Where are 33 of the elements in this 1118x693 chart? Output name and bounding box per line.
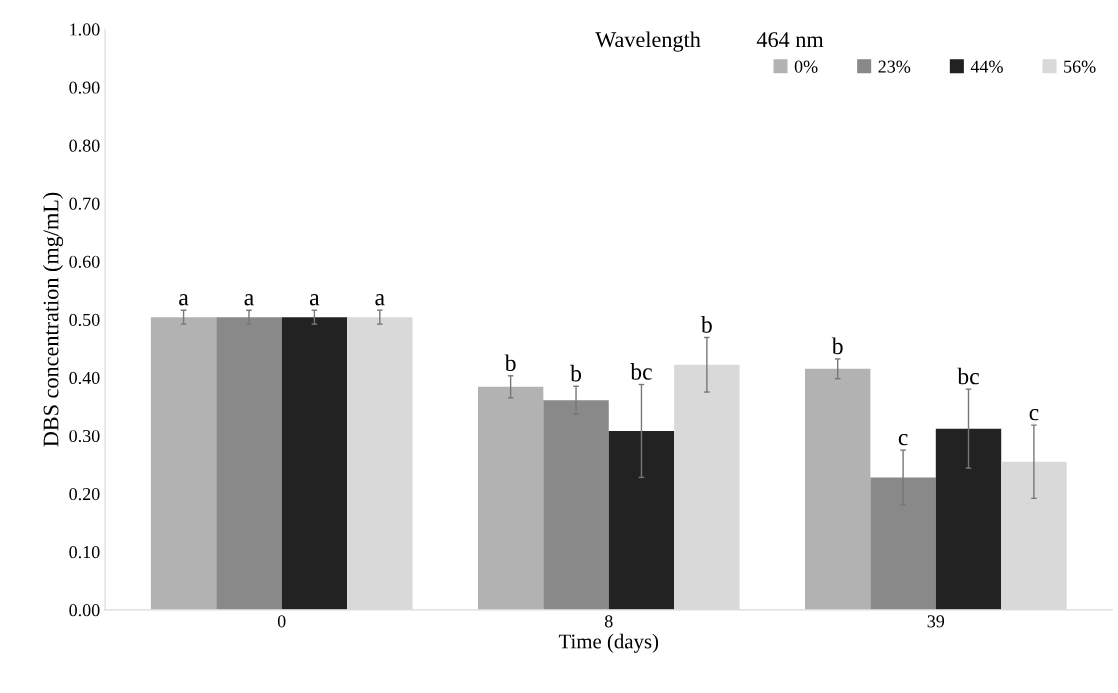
y-tick-label: 0.00 xyxy=(69,604,100,617)
y-tick-label: 0.80 xyxy=(69,139,100,152)
legend-label: 56% xyxy=(1064,60,1096,73)
y-tick-label: 0.90 xyxy=(69,81,100,94)
y-tick-label: 0.70 xyxy=(69,197,100,210)
x-axis-title: Time (days) xyxy=(558,633,659,653)
y-tick-label: 0.10 xyxy=(69,546,100,559)
legend-label: 0% xyxy=(794,60,818,73)
x-tick-label: 0 xyxy=(277,615,286,628)
data-label: bc xyxy=(957,367,979,385)
x-tick-label: 8 xyxy=(604,615,613,628)
y-axis-title: DBS concentration (mg/mL) xyxy=(42,192,64,447)
y-tick-label: 0.50 xyxy=(69,313,100,326)
chart-title: Wavelength 464 nm xyxy=(595,31,824,52)
legend-label: 44% xyxy=(970,60,1003,73)
data-label: bc xyxy=(630,363,652,380)
data-label: a xyxy=(179,294,189,306)
data-label: a xyxy=(244,294,254,306)
y-tick-label: 0.60 xyxy=(69,255,100,268)
data-label: b xyxy=(831,337,843,355)
legend-label: 23% xyxy=(878,60,911,73)
x-tick-label: 39 xyxy=(927,615,945,628)
y-tick-label: 0.20 xyxy=(69,487,100,501)
data-label: b xyxy=(504,354,516,372)
data-label: a xyxy=(309,294,320,306)
y-tick-label: 1.00 xyxy=(70,23,100,36)
data-label: a xyxy=(375,294,385,306)
data-label: c xyxy=(898,433,908,446)
data-label: b xyxy=(570,364,582,382)
y-tick-label: 0.30 xyxy=(69,429,100,443)
y-tick-label: 0.40 xyxy=(69,371,100,385)
data-label: b xyxy=(700,316,712,333)
data-label: c xyxy=(1029,409,1039,421)
